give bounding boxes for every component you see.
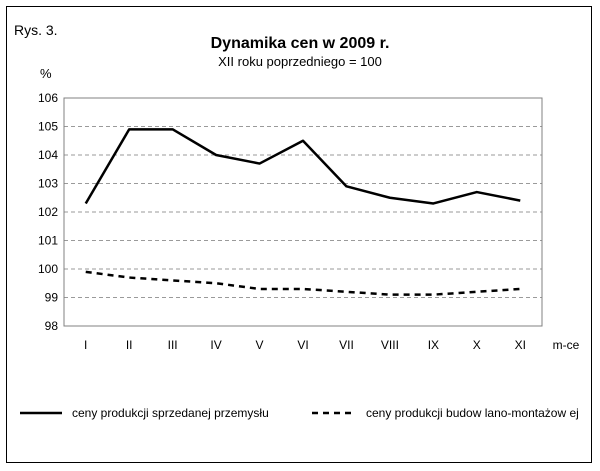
x-tick-label: V <box>256 338 264 352</box>
chart-subtitle: XII roku poprzedniego = 100 <box>218 54 382 69</box>
series-lines <box>84 128 521 296</box>
plot-area <box>63 97 543 327</box>
x-tick-label: IX <box>428 338 439 352</box>
x-tick-label: XI <box>515 338 526 352</box>
x-tick-label: I <box>84 338 87 352</box>
y-tick-label: 100 <box>38 262 58 276</box>
x-tick-label: IV <box>210 338 221 352</box>
y-tick-label: 102 <box>38 205 58 219</box>
legend-label-1: ceny produkcji sprzedanej przemysłu <box>72 406 269 420</box>
x-tick-label: VIII <box>381 338 399 352</box>
legend: ceny produkcji sprzedanej przemysłu ceny … <box>20 406 579 420</box>
gridlines <box>64 126 542 298</box>
y-tick-labels: 98 99 100 101 102 103 104 105 106 <box>38 91 58 333</box>
y-tick-label: 99 <box>45 291 59 305</box>
chart-frame <box>6 6 592 463</box>
x-tick-label: X <box>473 338 481 352</box>
y-tick-label: 104 <box>38 148 58 162</box>
x-tick-label: VI <box>297 338 308 352</box>
x-tick-label: VII <box>339 338 354 352</box>
legend-label-2: ceny produkcji budow lano-montażow ej <box>366 406 579 420</box>
series-line-1 <box>84 128 521 205</box>
figure-label: Rys. 3. <box>14 22 58 38</box>
y-tick-label: 98 <box>45 319 59 333</box>
x-tick-labels: I II III IV V VI VII VIII IX X XI <box>84 338 526 352</box>
y-tick-label: 105 <box>38 120 58 134</box>
y-tick-label: 101 <box>38 234 58 248</box>
series-line-2 <box>85 270 521 296</box>
x-tick-label: II <box>126 338 133 352</box>
y-axis-label: % <box>40 66 52 81</box>
y-tick-label: 103 <box>38 177 58 191</box>
x-axis-label: m-ce <box>553 338 580 352</box>
x-tick-label: III <box>168 338 178 352</box>
y-tick-label: 106 <box>38 91 58 105</box>
chart-title: Dynamika cen w 2009 r. <box>210 35 390 52</box>
